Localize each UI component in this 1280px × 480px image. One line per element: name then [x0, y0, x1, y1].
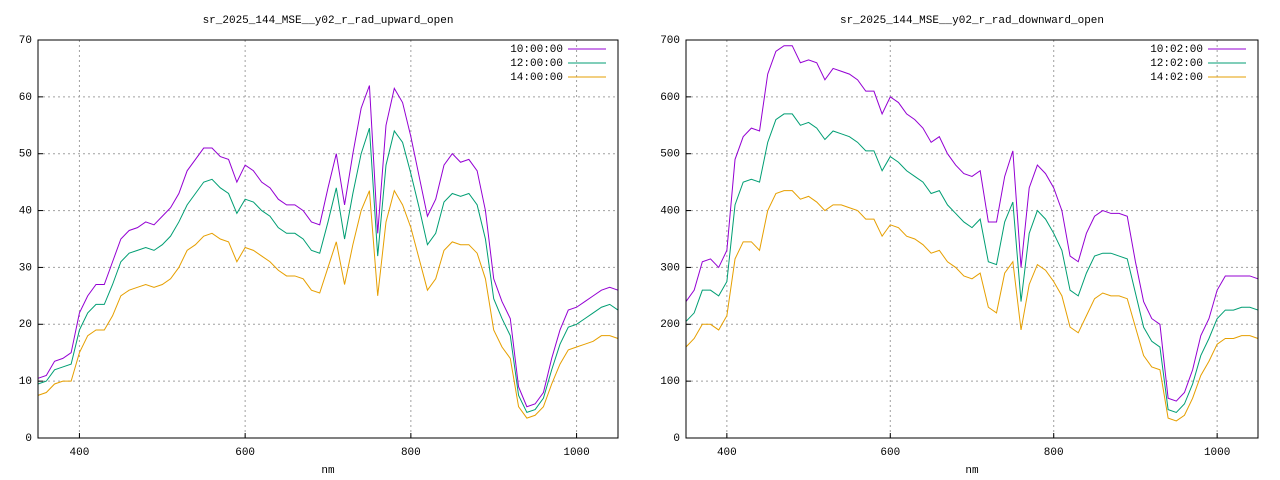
y-tick-label: 60	[19, 92, 32, 104]
series-line	[685, 113, 1259, 413]
y-tick-label: 700	[660, 35, 680, 47]
y-tick-label: 40	[19, 205, 32, 217]
y-tick-label: 300	[660, 262, 680, 274]
legend-label: 14:02:00	[1150, 72, 1203, 84]
y-tick-label: 400	[660, 205, 680, 217]
series-line	[37, 189, 619, 419]
series-line	[37, 127, 619, 414]
x-tick-label: 800	[401, 447, 421, 459]
chart-title: sr_2025_144_MSE__y02_r_rad_upward_open	[203, 15, 454, 27]
series-line	[37, 85, 619, 408]
plot-frame	[685, 39, 1259, 439]
x-tick-label: 400	[717, 447, 737, 459]
y-tick-label: 10	[19, 376, 32, 388]
y-tick-label: 0	[25, 433, 32, 445]
x-tick-label: 1000	[1204, 447, 1230, 459]
x-tick-label: 1000	[563, 447, 589, 459]
y-tick-label: 200	[660, 319, 680, 331]
y-tick-label: 0	[673, 433, 680, 445]
chart: sr_2025_144_MSE__y02_r_rad_upward_opennm…	[19, 15, 619, 477]
chart: sr_2025_144_MSE__y02_r_rad_downward_open…	[660, 15, 1259, 477]
series-line	[685, 45, 1259, 402]
y-tick-label: 100	[660, 376, 680, 388]
legend-label: 10:02:00	[1150, 44, 1203, 56]
x-tick-label: 600	[880, 447, 900, 459]
x-axis-label: nm	[965, 465, 979, 477]
y-tick-label: 30	[19, 262, 32, 274]
series-line	[685, 190, 1259, 422]
y-tick-label: 70	[19, 35, 32, 47]
y-tick-label: 600	[660, 92, 680, 104]
y-tick-label: 500	[660, 149, 680, 161]
chart-title: sr_2025_144_MSE__y02_r_rad_downward_open	[840, 15, 1104, 27]
legend-label: 14:00:00	[510, 72, 563, 84]
y-tick-label: 50	[19, 149, 32, 161]
x-tick-label: 800	[1044, 447, 1064, 459]
legend-label: 12:00:00	[510, 58, 563, 70]
x-axis-label: nm	[321, 465, 335, 477]
x-tick-label: 400	[70, 447, 90, 459]
legend-label: 12:02:00	[1150, 58, 1203, 70]
y-tick-label: 20	[19, 319, 32, 331]
x-tick-label: 600	[235, 447, 255, 459]
legend-label: 10:00:00	[510, 44, 563, 56]
plot-frame	[37, 39, 619, 439]
